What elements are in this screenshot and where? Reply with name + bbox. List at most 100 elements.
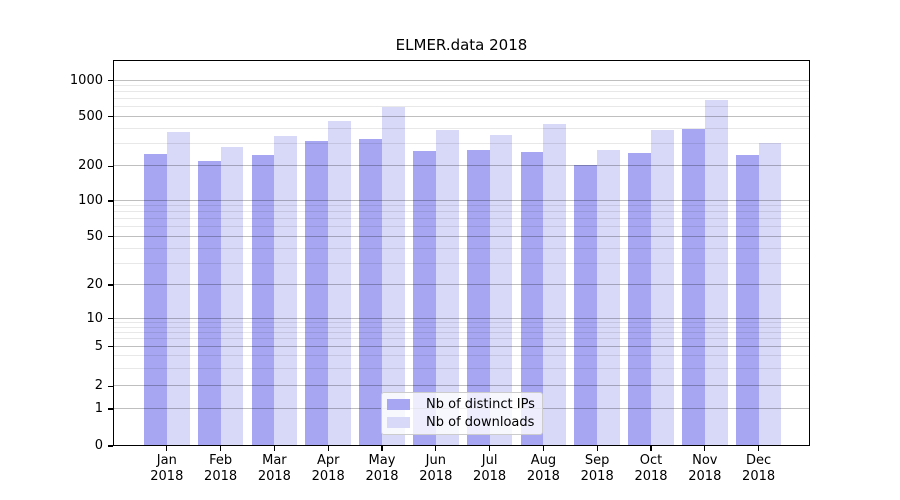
x-tick-mark bbox=[327, 446, 329, 451]
x-tick-label-month: Dec bbox=[746, 453, 772, 468]
y-tick-label: 1 bbox=[94, 400, 103, 416]
y-gridline-major bbox=[113, 79, 810, 81]
y-tick-label: 50 bbox=[86, 228, 103, 244]
y-tick-label: 1000 bbox=[69, 72, 103, 88]
x-tick-label: Mar 2018 bbox=[242, 453, 306, 485]
y-gridline-minor bbox=[113, 91, 810, 93]
plot-area bbox=[113, 60, 810, 446]
x-tick-label: May 2018 bbox=[350, 453, 414, 485]
bar-downloads bbox=[435, 130, 459, 446]
y-gridline-major bbox=[113, 115, 810, 117]
bar-distinct-ips bbox=[197, 161, 221, 446]
x-tick-label-year: 2018 bbox=[526, 469, 560, 484]
bar-distinct-ips bbox=[628, 153, 651, 446]
bar-downloads bbox=[543, 123, 567, 446]
y-gridline-minor bbox=[113, 205, 810, 207]
y-gridline-minor bbox=[113, 338, 810, 340]
x-tick-mark bbox=[704, 446, 706, 451]
y-gridline-minor bbox=[113, 262, 810, 264]
y-tick-label: 2 bbox=[94, 378, 103, 394]
x-tick-mark bbox=[757, 446, 760, 451]
y-gridline-minor bbox=[113, 355, 810, 357]
bar-distinct-ips bbox=[466, 150, 490, 446]
y-gridline-minor bbox=[113, 85, 810, 87]
y-tick-mark bbox=[108, 284, 113, 286]
bar-downloads bbox=[651, 130, 674, 446]
bar-distinct-ips bbox=[413, 151, 436, 446]
x-tick-label-year: 2018 bbox=[150, 469, 184, 484]
bar-distinct-ips bbox=[682, 128, 705, 446]
y-tick-mark bbox=[108, 80, 113, 82]
y-tick-label: 5 bbox=[94, 338, 103, 354]
bar-downloads bbox=[220, 147, 244, 446]
bar-downloads bbox=[382, 107, 405, 446]
bar-downloads bbox=[328, 120, 351, 446]
x-tick-label-month: May bbox=[368, 453, 396, 468]
y-gridline-minor bbox=[113, 218, 810, 220]
legend-item-downloads: Nb of downloads bbox=[382, 415, 542, 430]
x-tick-mark bbox=[219, 446, 222, 451]
x-tick-label-month: Feb bbox=[209, 453, 233, 468]
bar-distinct-ips bbox=[574, 164, 598, 446]
x-tick-label-month: Mar bbox=[262, 453, 287, 468]
y-gridline-minor bbox=[113, 326, 810, 328]
x-tick-label-year: 2018 bbox=[634, 469, 668, 484]
legend-swatch-downloads bbox=[387, 416, 410, 428]
chart-title: ELMER.data 2018 bbox=[395, 36, 528, 54]
bar-distinct-ips bbox=[359, 139, 382, 446]
x-tick-label-year: 2018 bbox=[580, 469, 614, 484]
x-tick-label-year: 2018 bbox=[204, 469, 238, 484]
x-tick-label: Aug 2018 bbox=[511, 453, 575, 485]
y-gridline-minor bbox=[113, 98, 810, 100]
x-tick-label: Feb 2018 bbox=[189, 453, 253, 485]
legend-swatch-distinct-ips bbox=[387, 399, 410, 411]
x-tick-label-month: Jul bbox=[481, 453, 498, 468]
legend-label-distinct-ips: Nb of distinct IPs bbox=[426, 397, 535, 413]
bar-distinct-ips bbox=[305, 140, 329, 446]
x-tick-label: Nov 2018 bbox=[673, 453, 737, 485]
y-gridline-minor bbox=[113, 367, 810, 369]
y-gridline-minor bbox=[113, 226, 810, 228]
y-tick-mark bbox=[108, 445, 113, 447]
y-gridline-major bbox=[113, 345, 810, 347]
x-tick-mark bbox=[542, 446, 545, 451]
bar-distinct-ips bbox=[735, 155, 759, 446]
legend-item-distinct-ips: Nb of distinct IPs bbox=[382, 397, 542, 412]
y-gridline-minor bbox=[113, 247, 810, 249]
y-gridline-major bbox=[113, 165, 810, 167]
x-tick-mark bbox=[273, 446, 276, 451]
x-tick-label: Oct 2018 bbox=[619, 453, 683, 485]
y-gridline-major bbox=[113, 235, 810, 237]
x-tick-mark bbox=[596, 446, 598, 451]
x-tick-label-year: 2018 bbox=[365, 469, 399, 484]
legend: Nb of distinct IPs Nb of downloads bbox=[381, 392, 543, 435]
x-tick-label-year: 2018 bbox=[688, 469, 722, 484]
y-tick-label: 0 bbox=[94, 438, 103, 453]
y-tick-label: 500 bbox=[78, 108, 103, 124]
x-tick-label: Dec 2018 bbox=[727, 453, 791, 485]
bar-downloads bbox=[704, 100, 728, 446]
y-tick-label: 20 bbox=[86, 277, 103, 292]
y-gridline-major bbox=[113, 199, 810, 201]
x-tick-label-year: 2018 bbox=[473, 469, 507, 484]
bar-downloads bbox=[274, 136, 298, 446]
x-tick-label-year: 2018 bbox=[419, 469, 453, 484]
x-tick-mark bbox=[166, 446, 168, 451]
x-tick-label-month: Aug bbox=[530, 453, 557, 468]
y-gridline-minor bbox=[113, 321, 810, 323]
legend-label-downloads: Nb of downloads bbox=[426, 414, 535, 430]
bar-downloads bbox=[758, 142, 782, 446]
x-tick-label-month: Nov bbox=[692, 453, 718, 468]
y-tick-mark bbox=[108, 385, 113, 387]
bar-distinct-ips bbox=[144, 154, 167, 446]
y-tick-mark bbox=[108, 317, 113, 320]
bar-downloads bbox=[166, 132, 190, 446]
y-tick-label: 100 bbox=[78, 192, 103, 208]
bar-downloads bbox=[597, 150, 620, 446]
x-tick-label-year: 2018 bbox=[311, 469, 345, 484]
x-tick-label: Apr 2018 bbox=[296, 453, 360, 485]
x-tick-mark bbox=[435, 446, 437, 451]
x-tick-mark bbox=[488, 446, 491, 451]
bar-distinct-ips bbox=[520, 152, 544, 446]
